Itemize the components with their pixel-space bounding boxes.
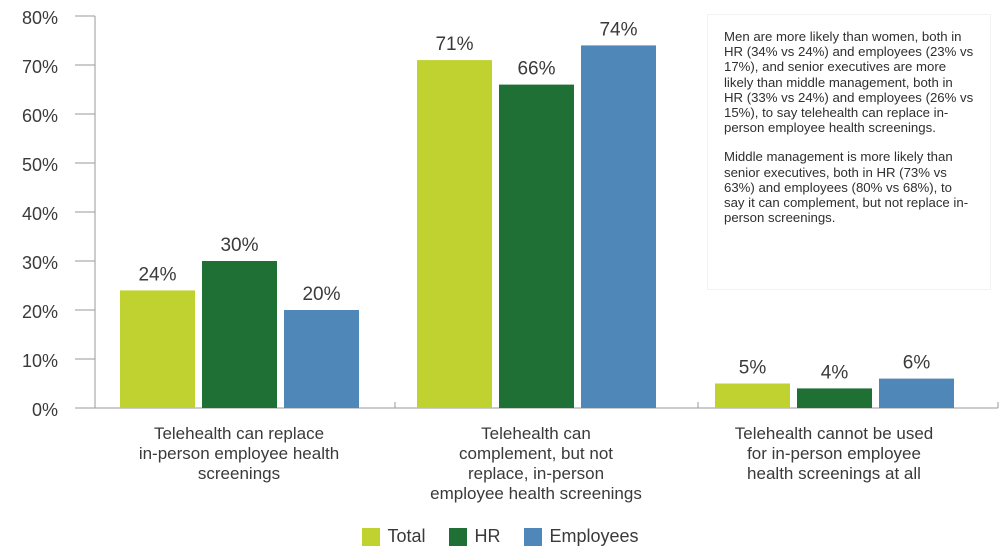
data-label-hr-1: 66% xyxy=(517,59,555,80)
category-label-1: Telehealth can complement, but not replace… xyxy=(421,424,651,504)
legend-label-employees: Employees xyxy=(549,526,639,546)
category-label-line: employee health screenings xyxy=(430,484,642,503)
annotation-note: Men are more likely than women, both in … xyxy=(708,15,990,289)
bar-total-0 xyxy=(120,290,195,408)
y-tick-label-8: 80% xyxy=(22,8,58,28)
category-label-line: Telehealth can xyxy=(481,424,591,443)
legend-item-employees: Employees xyxy=(524,526,639,547)
legend-label-hr: HR xyxy=(474,526,501,546)
category-label-line: for in-person employee xyxy=(747,444,921,463)
legend-label-total: Total xyxy=(387,526,426,546)
legend-swatch-hr xyxy=(449,527,468,546)
note-paragraph-2: Middle management is more likely than se… xyxy=(724,149,969,226)
bar-employees-2 xyxy=(879,378,954,408)
chart-canvas: 0% 10% 20% 30% 40% 50% 60% 70% 80% 24% 71% 5% 30% 66%… xyxy=(22,8,999,420)
y-tick-label-6: 60% xyxy=(22,106,58,126)
category-label-line: Telehealth can replace xyxy=(153,424,325,443)
data-label-hr-0: 30% xyxy=(220,235,258,256)
y-tick-label-4: 40% xyxy=(22,204,58,224)
bar-total-2 xyxy=(715,383,790,408)
category-label-2: Telehealth cannot be used for in-person e… xyxy=(719,424,949,484)
legend-swatch-employees xyxy=(524,527,543,546)
y-tick-label-7: 70% xyxy=(22,57,58,77)
data-label-employees-1: 74% xyxy=(599,19,637,40)
category-label-line: screenings xyxy=(197,464,281,483)
data-label-total-2: 5% xyxy=(739,358,767,379)
y-tick-label-0: 0% xyxy=(32,400,58,420)
data-label-hr-2: 4% xyxy=(821,362,849,383)
bar-employees-1 xyxy=(581,45,656,409)
legend-item-hr: HR xyxy=(449,526,500,547)
data-label-employees-2: 6% xyxy=(903,353,931,374)
category-label-line: Telehealth cannot be used xyxy=(734,424,934,443)
data-label-total-0: 24% xyxy=(138,264,176,285)
category-label-line: in-person employee health xyxy=(138,444,340,463)
bar-hr-0 xyxy=(202,261,277,408)
category-label-line: replace, in-person xyxy=(467,464,605,483)
legend-item-total: Total xyxy=(362,526,425,547)
bar-total-1 xyxy=(417,60,492,408)
legend-swatch-total xyxy=(362,527,381,546)
category-label-line: health screenings at all xyxy=(747,464,921,483)
data-label-total-1: 71% xyxy=(435,34,473,55)
category-label-line: complement, but not xyxy=(458,444,614,463)
note-paragraph-1: Men are more likely than women, both in … xyxy=(724,29,974,136)
data-label-employees-0: 20% xyxy=(302,284,340,305)
chart-legend: Total HR Employees xyxy=(0,526,1001,547)
bar-hr-2 xyxy=(797,388,872,408)
bar-hr-1 xyxy=(499,84,574,408)
y-tick-label-2: 20% xyxy=(22,302,58,322)
y-tick-label-1: 10% xyxy=(22,351,58,371)
category-label-0: Telehealth can replace in-person employee… xyxy=(124,424,354,484)
y-tick-label-5: 50% xyxy=(22,155,58,175)
bar-employees-0 xyxy=(284,310,359,408)
y-tick-label-3: 30% xyxy=(22,253,58,273)
